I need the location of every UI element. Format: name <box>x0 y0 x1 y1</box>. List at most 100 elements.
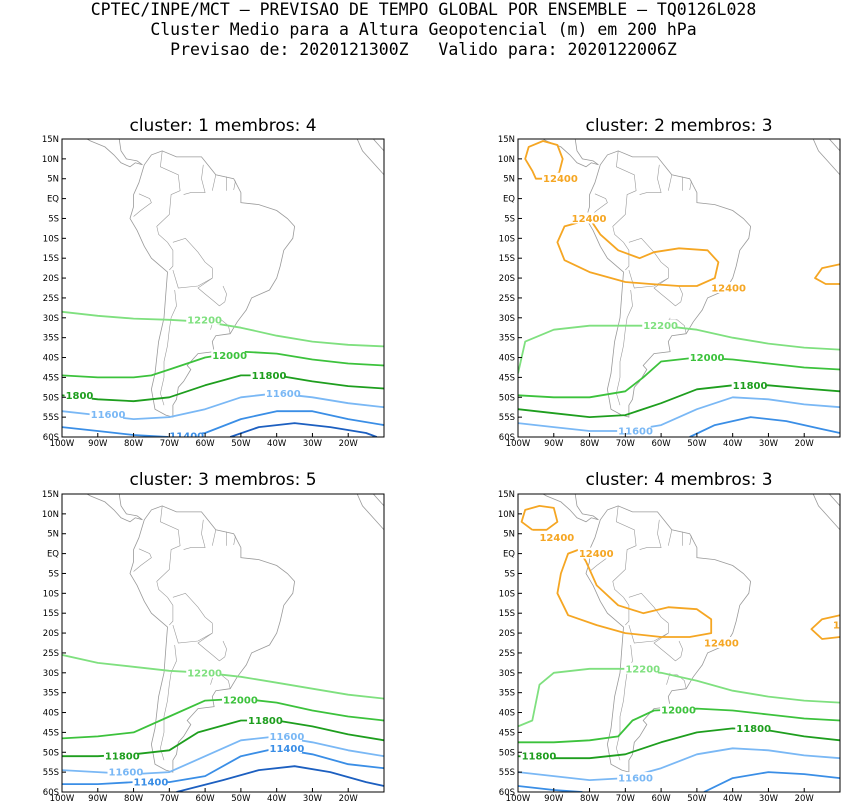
country-border <box>172 237 213 269</box>
contour-label: 12200 <box>643 321 678 332</box>
lat-tick-label: 40S <box>43 354 59 364</box>
lat-tick-label: 25S <box>43 649 59 659</box>
contour-label-bg <box>222 693 256 705</box>
contour-label-bg <box>617 425 651 437</box>
lat-tick-label: 50S <box>43 748 59 758</box>
lon-tick-label: 40W <box>723 439 743 449</box>
country-border <box>612 150 637 243</box>
contour-label-bg <box>89 408 124 420</box>
contour-label: 11800 <box>248 716 283 727</box>
country-border <box>678 640 683 657</box>
coastline-central_america <box>542 139 599 168</box>
lat-tick-label: 60S <box>499 433 515 443</box>
country-border <box>183 164 206 195</box>
lon-tick-label: 60W <box>195 439 215 449</box>
lat-tick-label: 20S <box>43 274 59 284</box>
lat-tick-label: 10N <box>498 510 515 520</box>
contour-12000 <box>62 350 384 379</box>
contour-12400 <box>556 548 713 638</box>
lon-tick-label: 40W <box>267 794 287 803</box>
contour-label: 11800 <box>252 371 287 382</box>
lat-tick-label: 35S <box>43 689 59 699</box>
country-border <box>623 597 630 626</box>
lat-tick-label: 55S <box>43 413 59 423</box>
contour-label-bg <box>268 742 303 754</box>
panel-frame <box>61 138 385 438</box>
header-line-2: Cluster Medio para a Altura Geopotencial… <box>150 20 697 39</box>
country-border <box>628 270 669 289</box>
country-border <box>623 242 630 271</box>
contour-12400 <box>556 217 720 287</box>
contour-11600 <box>518 396 840 432</box>
lon-tick-label: 20W <box>795 439 815 449</box>
contour-label: 11800 <box>105 752 140 763</box>
map-area: 12400 12400 12400 12200 12000 11800 11600 <box>518 139 840 437</box>
lon-tick-label: 70W <box>160 439 180 449</box>
contour-label-bg <box>186 313 220 325</box>
contour-label-bg <box>107 766 142 778</box>
lon-tick-label: 20W <box>339 439 359 449</box>
panel-title: cluster: 3 membros: 5 <box>129 470 316 490</box>
country-border <box>183 519 206 550</box>
lat-tick-label: 50S <box>499 393 515 403</box>
country-border <box>212 174 217 191</box>
country-border <box>172 270 213 289</box>
country-border <box>653 623 681 662</box>
lat-tick-label: EQ <box>503 195 515 205</box>
contour-12200 <box>62 654 384 700</box>
lon-tick-label: 90W <box>88 439 108 449</box>
lat-tick-label: 15S <box>499 609 515 619</box>
contour-label-bg <box>538 531 572 543</box>
panel-frame <box>61 493 385 793</box>
country-border <box>668 529 673 546</box>
lon-tick-label: 50W <box>231 794 251 803</box>
lat-tick-label: 15S <box>499 254 515 264</box>
lon-tick-label: 30W <box>759 794 779 803</box>
contour-label: 11600 <box>91 410 126 421</box>
contour-label-bg <box>264 387 299 399</box>
lon-tick-label: 80W <box>580 439 600 449</box>
contour-label-bg <box>520 750 555 762</box>
header-line-3: Previsao de: 2020121300Z Valido para: 20… <box>170 40 677 59</box>
lon-tick-label: 60W <box>651 439 671 449</box>
lon-tick-label: 30W <box>303 794 323 803</box>
coastline-south_america <box>585 150 752 418</box>
lat-tick-label: 35S <box>43 334 59 344</box>
contour-label: 12000 <box>661 705 696 716</box>
coastline-central_america <box>86 139 143 168</box>
contour-label-bg <box>268 730 303 742</box>
lat-tick-label: 15N <box>42 490 59 500</box>
contour-11800 <box>518 727 840 760</box>
lon-tick-label: 20W <box>339 794 359 803</box>
country-border <box>222 640 227 657</box>
contour-label-bg <box>624 662 658 674</box>
lat-tick-label: 35S <box>499 334 515 344</box>
contour-label: 11800 <box>736 724 771 735</box>
contour-12400 <box>524 140 564 180</box>
country-border <box>639 519 662 550</box>
lat-tick-label: 30S <box>499 669 515 679</box>
contour-label: 12200 <box>625 664 660 675</box>
lon-tick-label: 100W <box>50 794 75 803</box>
panel-frame <box>517 493 841 793</box>
contour-label-bg <box>250 369 285 381</box>
lat-tick-label: 10S <box>499 234 515 244</box>
lat-tick-label: 60S <box>43 788 59 798</box>
country-border <box>689 180 692 190</box>
contour-label-bg <box>247 714 281 726</box>
lon-tick-label: 20W <box>795 794 815 803</box>
contour-label-bg <box>132 776 167 788</box>
lon-tick-label: 60W <box>651 794 671 803</box>
lat-tick-label: 10N <box>42 155 59 165</box>
contour-label: 12400 <box>711 284 746 295</box>
contour-12400 <box>810 614 840 640</box>
contour-label-bg <box>731 379 766 391</box>
country-border <box>653 268 681 307</box>
lon-tick-label: 30W <box>759 439 779 449</box>
lat-tick-label: 15N <box>498 490 515 500</box>
coastline-africa <box>356 494 384 531</box>
contour-label: 124 <box>833 621 847 632</box>
contour-label-bg <box>570 212 605 224</box>
contour-label: 12400 <box>704 639 739 650</box>
